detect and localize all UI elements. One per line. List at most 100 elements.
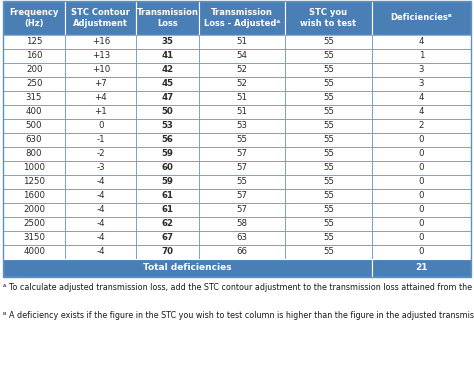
Bar (137, 49, 199, 63)
Bar (137, 133, 199, 147)
Bar (199, 203, 285, 217)
Bar (137, 63, 199, 77)
Bar (3, 1, 471, 277)
Text: 59: 59 (162, 149, 173, 159)
Text: 54: 54 (237, 52, 247, 61)
Text: 0: 0 (419, 163, 424, 173)
Text: 52: 52 (237, 66, 247, 74)
Text: Total deficiencies: Total deficiencies (143, 263, 232, 272)
Bar (65, 63, 137, 77)
Text: 47: 47 (161, 94, 173, 102)
Text: -4: -4 (97, 177, 105, 187)
Bar (372, 231, 471, 245)
Bar (65, 217, 137, 231)
Bar (199, 49, 285, 63)
Text: 55: 55 (323, 38, 334, 47)
Bar (372, 245, 471, 259)
Bar (3, 175, 65, 189)
Text: Frequency
(Hz): Frequency (Hz) (9, 8, 59, 28)
Text: 55: 55 (237, 177, 247, 187)
Bar (137, 1, 199, 35)
Text: 57: 57 (237, 206, 247, 215)
Bar (65, 203, 137, 217)
Text: Deficienciesᴮ: Deficienciesᴮ (391, 14, 452, 23)
Bar (3, 189, 65, 203)
Bar (137, 105, 199, 119)
Bar (372, 119, 471, 133)
Text: +7: +7 (94, 80, 107, 88)
Bar (372, 105, 471, 119)
Text: 1: 1 (419, 52, 424, 61)
Text: 59: 59 (162, 177, 173, 187)
Text: 35: 35 (162, 38, 173, 47)
Text: 53: 53 (237, 121, 247, 130)
Bar (285, 133, 372, 147)
Bar (199, 175, 285, 189)
Text: -3: -3 (97, 163, 105, 173)
Text: 55: 55 (323, 107, 334, 116)
Text: 55: 55 (323, 177, 334, 187)
Text: 0: 0 (419, 248, 424, 256)
Bar (3, 35, 65, 49)
Bar (372, 77, 471, 91)
Text: 1250: 1250 (23, 177, 45, 187)
Bar (199, 147, 285, 161)
Text: 56: 56 (162, 135, 173, 144)
Bar (372, 49, 471, 63)
Bar (285, 63, 372, 77)
Bar (285, 49, 372, 63)
Text: -4: -4 (97, 192, 105, 201)
Bar (285, 77, 372, 91)
Bar (285, 147, 372, 161)
Text: 51: 51 (237, 94, 247, 102)
Bar (137, 175, 199, 189)
Text: 55: 55 (323, 192, 334, 201)
Bar (3, 77, 65, 91)
Text: -4: -4 (97, 248, 105, 256)
Bar (285, 91, 372, 105)
Bar (65, 77, 137, 91)
Text: 1600: 1600 (23, 192, 45, 201)
Text: +4: +4 (94, 94, 107, 102)
Text: 63: 63 (237, 234, 247, 242)
Bar (65, 245, 137, 259)
Text: 55: 55 (323, 163, 334, 173)
Bar (3, 91, 65, 105)
Text: -4: -4 (97, 220, 105, 229)
Text: 60: 60 (162, 163, 173, 173)
Text: 0: 0 (98, 121, 103, 130)
Text: 55: 55 (323, 149, 334, 159)
Text: 3150: 3150 (23, 234, 45, 242)
Bar (137, 147, 199, 161)
Text: 0: 0 (419, 135, 424, 144)
Bar (372, 161, 471, 175)
Bar (372, 147, 471, 161)
Bar (137, 91, 199, 105)
Bar (3, 231, 65, 245)
Bar (137, 77, 199, 91)
Bar (372, 133, 471, 147)
Text: 4: 4 (419, 107, 424, 116)
Text: STC you
wish to test: STC you wish to test (301, 8, 356, 28)
Bar (372, 189, 471, 203)
Bar (65, 105, 137, 119)
Bar (65, 189, 137, 203)
Text: ᴮ A deficiency exists if the figure in the STC you wish to test column is higher: ᴮ A deficiency exists if the figure in t… (3, 311, 474, 320)
Text: 1000: 1000 (23, 163, 45, 173)
Bar (372, 63, 471, 77)
Text: 160: 160 (26, 52, 42, 61)
Text: 0: 0 (419, 177, 424, 187)
Bar (199, 105, 285, 119)
Bar (65, 161, 137, 175)
Text: 70: 70 (162, 248, 173, 256)
Text: 57: 57 (237, 192, 247, 201)
Bar (199, 217, 285, 231)
Bar (137, 203, 199, 217)
Text: 0: 0 (419, 206, 424, 215)
Text: +1: +1 (94, 107, 107, 116)
Bar (372, 203, 471, 217)
Bar (199, 119, 285, 133)
Bar (285, 35, 372, 49)
Text: 2: 2 (419, 121, 424, 130)
Text: 55: 55 (323, 206, 334, 215)
